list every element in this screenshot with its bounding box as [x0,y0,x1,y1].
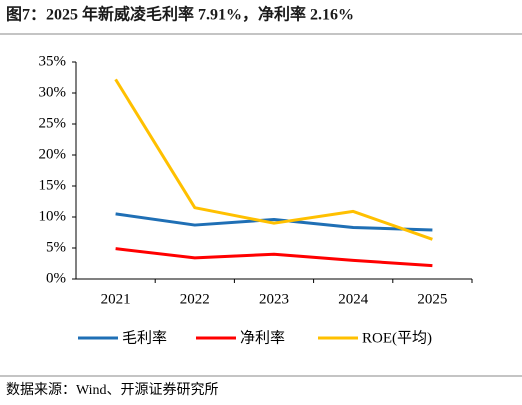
legend-label: ROE(平均) [362,329,432,346]
y-tick-label: 20% [39,146,67,162]
x-tick-label: 2021 [101,291,131,307]
legend-label: 净利率 [240,329,285,346]
chart-title: 图7：2025 年新威凌毛利率 7.91%，净利率 2.16% [6,5,354,24]
legend-label: 毛利率 [122,329,167,346]
y-tick-label: 15% [39,177,67,193]
source: 数据来源：Wind、开源证券研究所 [6,382,219,398]
y-tick-label: 10% [39,208,67,224]
series-line [115,212,433,232]
x-tick-label: 2022 [180,291,210,307]
y-tick-label: 25% [39,115,67,131]
series-line [114,78,433,241]
series-line [115,247,433,268]
y-tick-label: 0% [46,270,66,286]
y-tick-label: 30% [39,84,67,100]
y-tick-label: 35% [39,53,67,69]
x-tick-label: 2024 [338,291,369,307]
x-tick-label: 2025 [417,291,447,307]
x-tick-label: 2023 [259,291,289,307]
y-tick-label: 5% [46,239,66,255]
